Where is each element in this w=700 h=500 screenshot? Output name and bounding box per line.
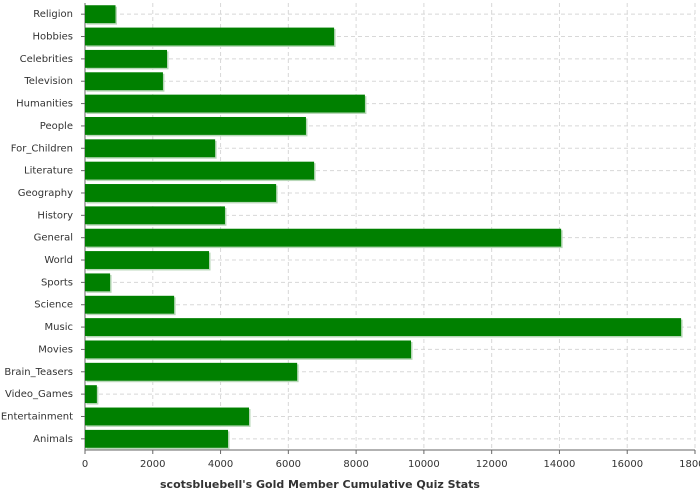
y-tick-label: Religion <box>33 9 73 20</box>
bar <box>85 385 97 404</box>
y-tick-label: Television <box>23 76 73 87</box>
y-tick-label: Literature <box>24 166 73 177</box>
bar <box>85 161 315 180</box>
x-tick-label: 18000 <box>679 459 700 470</box>
bar <box>85 116 306 135</box>
bar <box>85 295 175 314</box>
bar <box>85 251 210 269</box>
y-tick-label: Brain_Teasers <box>4 367 73 378</box>
y-tick-label: Humanities <box>16 99 73 110</box>
bar <box>85 340 412 359</box>
y-tick-label: People <box>40 121 73 132</box>
y-tick-label: Celebrities <box>20 54 73 65</box>
bar <box>85 5 116 24</box>
x-tick-label: 14000 <box>544 459 576 470</box>
bar <box>85 94 365 113</box>
bar <box>85 273 111 292</box>
x-tick-label: 8000 <box>343 459 368 470</box>
bar <box>85 27 335 46</box>
y-tick-label: For_Children <box>11 143 73 154</box>
bar <box>85 318 682 337</box>
bar <box>85 362 298 381</box>
bar <box>85 407 250 426</box>
y-tick-label: Video_Games <box>5 389 73 400</box>
x-axis-label: scotsbluebell's Gold Member Cumulative Q… <box>160 478 480 491</box>
y-tick-label: General <box>34 233 73 244</box>
y-tick-label: Movies <box>38 344 73 355</box>
y-tick-label: Science <box>34 300 73 311</box>
bar <box>85 139 216 158</box>
y-tick-label: Music <box>45 322 73 333</box>
y-tick-label: Sports <box>41 277 73 288</box>
y-tick-label: Hobbies <box>33 32 73 43</box>
y-tick-label: Entertainment <box>1 411 73 422</box>
bar <box>85 429 229 448</box>
x-tick-label: 4000 <box>208 459 233 470</box>
y-tick-label: World <box>44 255 73 266</box>
bar <box>85 72 163 91</box>
y-tick-label: Geography <box>18 188 73 199</box>
bar <box>85 206 225 225</box>
bar <box>85 228 562 247</box>
x-tick-label: 0 <box>82 459 88 470</box>
bar <box>85 184 277 202</box>
y-tick-label: History <box>37 210 73 221</box>
y-tick-label: Animals <box>33 434 73 445</box>
x-tick-label: 12000 <box>476 459 508 470</box>
x-tick-label: 2000 <box>140 459 165 470</box>
x-tick-label: 16000 <box>611 459 643 470</box>
x-tick-label: 6000 <box>276 459 301 470</box>
bar <box>85 49 168 68</box>
x-tick-label: 10000 <box>408 459 440 470</box>
